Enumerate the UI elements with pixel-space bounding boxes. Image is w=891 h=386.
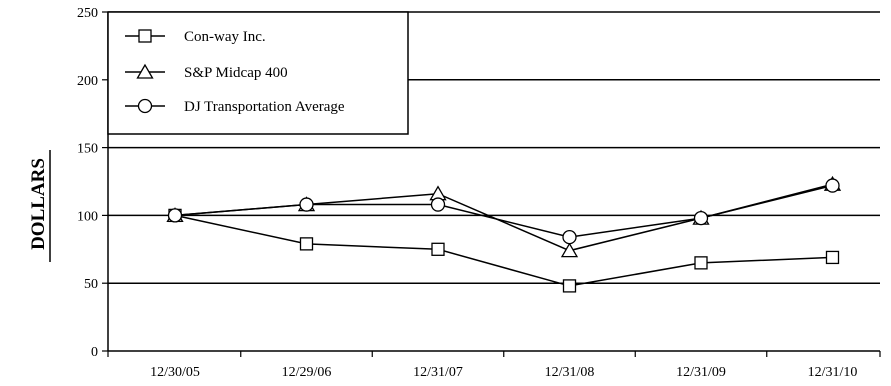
legend: Con-way Inc. S&P Midcap 400 DJ Transportat… (107, 11, 409, 135)
series-square (174, 214, 833, 287)
series-line (174, 214, 833, 287)
x-tick-label: 12/31/09 (676, 365, 726, 380)
x-tick-label: 12/31/07 (413, 365, 463, 380)
y-tick-label: 100 (77, 209, 98, 224)
y-axis-label: DOLLARS (28, 158, 49, 250)
y-tick-label: 250 (77, 6, 98, 21)
marker-square (138, 29, 152, 43)
marker-circle (693, 210, 709, 226)
marker-triangle (560, 242, 579, 258)
y-axis-label-group: DOLLARS (28, 150, 51, 262)
marker-circle (167, 208, 183, 223)
series-line (174, 184, 833, 238)
y-tick-label: 150 (77, 142, 98, 157)
marker-square (431, 242, 445, 256)
marker-circle (825, 178, 840, 193)
marker-circle (299, 197, 314, 212)
y-tick-label: 50 (84, 277, 98, 292)
x-tick-label: 12/31/10 (808, 365, 858, 380)
legend-label: Con-way Inc. (184, 29, 266, 45)
legend-label: S&P Midcap 400 (184, 65, 288, 81)
series-lines (166, 175, 842, 293)
marker-square (694, 256, 708, 270)
marker-square (299, 237, 314, 251)
series-line (174, 183, 833, 252)
x-tick-labels: 12/30/05 12/29/06 12/31/07 12/31/08 12/31/09… (150, 365, 857, 380)
legend-label: DJ Transportation Average (184, 99, 345, 115)
y-tick-labels: 0 50 100 150 200 250 (77, 6, 98, 360)
marker-square (562, 279, 577, 293)
marker-circle (430, 197, 446, 212)
y-tick-label: 0 (91, 345, 98, 360)
marker-square (825, 250, 840, 265)
marker-triangle (136, 63, 154, 79)
series-circle (174, 184, 833, 238)
x-tick-label: 12/31/08 (545, 365, 595, 380)
marker-circle (137, 98, 153, 114)
y-tick-label: 200 (77, 74, 98, 89)
x-tick-label: 12/29/06 (282, 365, 332, 380)
x-tick-label: 12/30/05 (150, 365, 200, 380)
series-triangle (174, 183, 833, 252)
legend-box (107, 11, 409, 135)
marker-circle (562, 229, 577, 245)
